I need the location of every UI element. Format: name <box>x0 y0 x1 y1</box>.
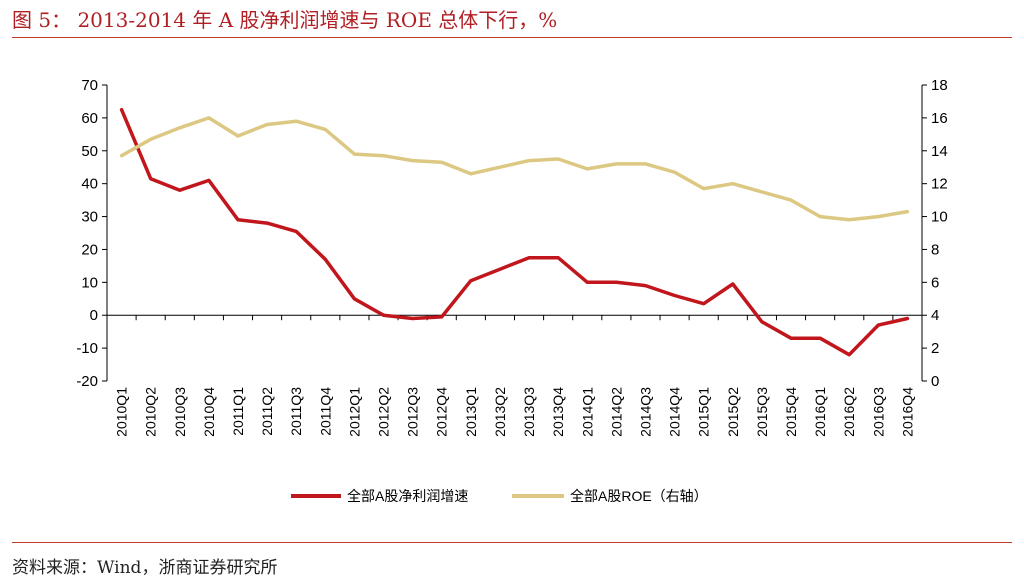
x-axis-tick-label: 2012Q4 <box>434 387 450 437</box>
x-axis-tick-label: 2014Q2 <box>608 387 624 437</box>
legend-label: 全部A股净利润增速 <box>347 488 468 504</box>
left-axis-tick-label: 60 <box>81 110 98 127</box>
left-axis-tick-label: 0 <box>90 307 98 324</box>
right-axis-tick-label: 10 <box>931 209 948 226</box>
series-line <box>119 107 910 357</box>
x-axis-tick-label: 2013Q4 <box>550 387 566 437</box>
x-axis-tick-label: 2011Q2 <box>259 387 275 436</box>
x-axis-tick-label: 2010Q1 <box>114 387 130 437</box>
right-axis-tick-label: 18 <box>931 77 948 94</box>
x-axis-tick-label: 2015Q3 <box>754 387 770 437</box>
x-axis-tick-label: 2015Q4 <box>783 387 799 437</box>
left-axis-tick-label: 20 <box>81 241 98 258</box>
x-axis-tick-label: 2011Q4 <box>317 387 333 436</box>
series-line <box>119 116 910 222</box>
right-axis-tick-label: 2 <box>931 340 939 357</box>
right-axis-tick-label: 12 <box>931 176 948 193</box>
right-axis-tick-label: 4 <box>931 307 939 324</box>
x-axis-tick-label: 2010Q4 <box>201 387 217 437</box>
left-axis-tick-label: 30 <box>81 209 98 226</box>
x-axis-tick-label: 2016Q4 <box>899 387 915 437</box>
left-axis-tick-label: 70 <box>81 77 98 94</box>
x-axis-tick-label: 2011Q3 <box>288 387 304 436</box>
source-note: 资料来源：Wind，浙商证券研究所 <box>12 558 278 578</box>
x-axis-tick-label: 2014Q3 <box>637 387 653 437</box>
chart-legend: 全部A股净利润增速 全部A股ROE（右轴） <box>291 488 708 504</box>
x-axis-tick-label: 2010Q3 <box>172 387 188 437</box>
x-axis-tick-label: 2014Q4 <box>667 387 683 437</box>
right-axis-tick-label: 16 <box>931 110 948 127</box>
left-axis-tick-label: 40 <box>81 176 98 193</box>
chart-axes: 706050403020100-10-201816141210864202010… <box>76 77 947 437</box>
x-axis-tick-label: 2013Q2 <box>492 387 508 437</box>
footer-divider <box>12 542 1012 543</box>
left-axis-tick-label: -20 <box>76 373 98 390</box>
x-axis-tick-label: 2012Q1 <box>346 387 362 437</box>
x-axis-tick-label: 2013Q3 <box>521 387 537 437</box>
x-axis-tick-label: 2016Q1 <box>812 387 828 437</box>
right-axis-tick-label: 14 <box>931 143 948 160</box>
chart-series <box>119 107 910 357</box>
title-divider <box>12 37 1012 38</box>
x-axis-tick-label: 2013Q1 <box>463 387 479 437</box>
line-chart: 706050403020100-10-201816141210864202010… <box>76 77 947 504</box>
x-axis-tick-label: 2011Q1 <box>230 387 246 436</box>
right-axis-tick-label: 8 <box>931 241 939 258</box>
x-axis-tick-label: 2015Q2 <box>725 387 741 437</box>
legend-label: 全部A股ROE（右轴） <box>570 488 708 504</box>
x-axis-tick-label: 2016Q3 <box>870 387 886 437</box>
left-axis-tick-label: -10 <box>76 340 98 357</box>
x-axis-tick-label: 2016Q2 <box>841 387 857 437</box>
x-axis-tick-label: 2015Q1 <box>696 387 712 437</box>
x-axis-tick-label: 2010Q2 <box>143 387 159 437</box>
figure-title: 图 5： 2013-2014 年 A 股净利润增速与 ROE 总体下行，% <box>12 8 558 32</box>
right-axis-tick-label: 6 <box>931 274 939 291</box>
x-axis-tick-label: 2014Q1 <box>579 387 595 437</box>
left-axis-tick-label: 50 <box>81 143 98 160</box>
right-axis-tick-label: 0 <box>931 373 939 390</box>
left-axis-tick-label: 10 <box>81 274 98 291</box>
x-axis-tick-label: 2012Q3 <box>405 387 421 437</box>
x-axis-tick-label: 2012Q2 <box>376 387 392 437</box>
